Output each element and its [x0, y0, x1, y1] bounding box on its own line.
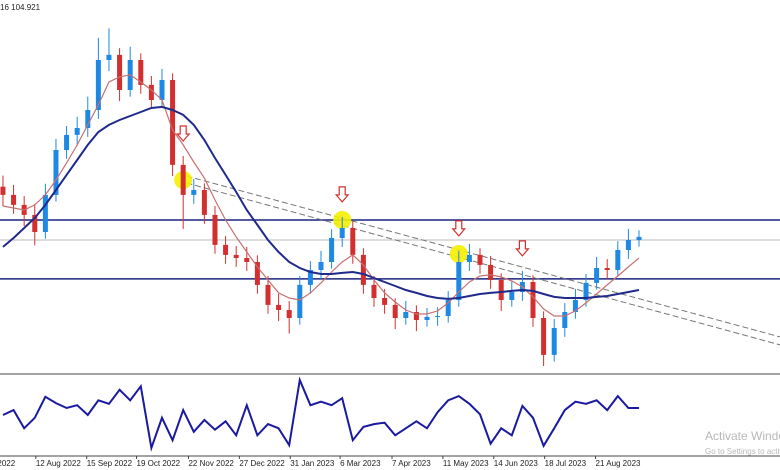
- arrow: [515, 240, 530, 257]
- candle-body: [583, 282, 589, 300]
- candle-body: [329, 238, 335, 262]
- candle-body: [223, 244, 229, 255]
- candle-body: [403, 312, 409, 318]
- candle-body: [180, 164, 186, 195]
- candle-body: [53, 150, 59, 195]
- candle-body: [117, 54, 123, 90]
- candle-body: [74, 128, 80, 135]
- candle-body: [445, 300, 451, 316]
- candle-body: [85, 110, 91, 128]
- watermark: Activate Windows: [705, 429, 780, 443]
- candle-body: [392, 304, 398, 318]
- candle-body: [276, 304, 282, 310]
- candle-body: [594, 268, 600, 283]
- candle-body: [244, 258, 250, 262]
- candle-body: [551, 328, 557, 355]
- candle-body: [170, 80, 176, 165]
- candle-body: [64, 134, 70, 150]
- candle-body: [382, 298, 388, 305]
- candle-body: [286, 310, 292, 318]
- header: 16 104.921: [0, 3, 41, 12]
- arrow: [175, 125, 191, 142]
- x-tick-label: 31 Jan 2023: [290, 459, 335, 468]
- candle-body: [265, 284, 271, 305]
- candle-body: [541, 318, 547, 355]
- candle-body: [477, 254, 483, 265]
- candle-body: [339, 228, 345, 238]
- candle-body: [0, 186, 6, 195]
- candle-body: [297, 284, 303, 318]
- candle-body: [424, 316, 430, 320]
- candle-body: [191, 190, 197, 195]
- arrow: [451, 220, 467, 237]
- candle-body: [509, 292, 515, 300]
- candle-body: [413, 312, 419, 320]
- candle-body: [625, 240, 631, 250]
- watermark: Go to Settings to activate Windows.: [705, 447, 780, 456]
- candle-body: [32, 214, 38, 232]
- trendline: [186, 175, 780, 338]
- arrow: [334, 186, 350, 203]
- x-tick-label: 27 Dec 2022: [239, 459, 285, 468]
- candle-body: [95, 60, 101, 110]
- x-tick-label: Jul 2022: [0, 459, 16, 468]
- candle-body: [307, 270, 313, 285]
- candle-body: [233, 254, 239, 258]
- moving-average: [2, 105, 640, 300]
- candle-body: [254, 262, 260, 285]
- candle-body: [159, 80, 165, 100]
- candle-body: [498, 280, 504, 300]
- candle-body: [201, 190, 207, 215]
- candle-body: [488, 264, 494, 280]
- candle-body: [636, 236, 642, 240]
- candle-body: [530, 282, 536, 318]
- candle-body: [138, 60, 144, 85]
- candle-body: [456, 262, 462, 300]
- x-tick-label: 12 Aug 2022: [36, 459, 81, 468]
- x-tick-label: 6 Mar 2023: [340, 459, 381, 468]
- x-tick-label: 11 May 2023: [443, 459, 489, 468]
- candle-body: [466, 254, 472, 262]
- candle-body: [148, 84, 154, 100]
- candle-body: [318, 262, 324, 270]
- candle-body: [360, 254, 366, 285]
- candle-body: [604, 268, 610, 270]
- x-tick-label: 7 Apr 2023: [392, 459, 431, 468]
- trendline: [186, 182, 780, 346]
- candle-body: [212, 214, 218, 245]
- candle-body: [615, 250, 621, 270]
- candle-body: [106, 54, 112, 60]
- candle-body: [350, 228, 356, 255]
- candle-body: [435, 316, 441, 317]
- candle-body: [42, 194, 48, 232]
- candle-body: [562, 312, 568, 328]
- candle-body: [572, 300, 578, 312]
- moving-average: [2, 74, 640, 317]
- candle-body: [11, 194, 17, 205]
- x-tick-label: 14 Jun 2023: [494, 459, 539, 468]
- x-tick-label: 18 Jul 2023: [545, 459, 587, 468]
- x-tick-label: 21 Aug 2023: [596, 459, 641, 468]
- oscillator-line: [2, 376, 640, 452]
- x-tick-label: 15 Sep 2022: [87, 459, 133, 468]
- x-tick-label: 22 Nov 2022: [188, 459, 234, 468]
- candle-body: [371, 284, 377, 298]
- x-tick-label: 19 Oct 2022: [137, 459, 181, 468]
